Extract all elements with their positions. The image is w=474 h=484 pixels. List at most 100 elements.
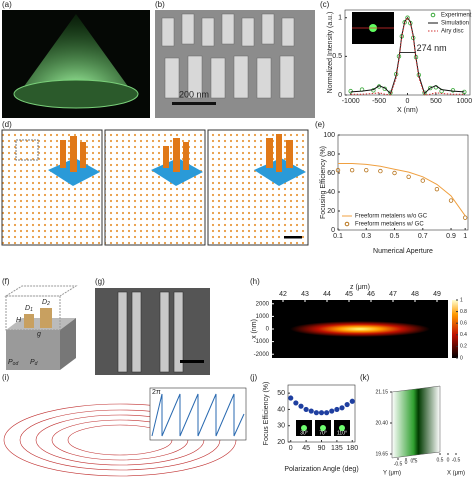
unit-cell bbox=[4, 285, 78, 370]
x-tick-label: 45 bbox=[345, 291, 353, 298]
marker bbox=[334, 406, 340, 413]
x-tick-label: -0.5 bbox=[452, 457, 461, 463]
y-tick-label: 0 bbox=[266, 327, 270, 333]
x-tick-label: 0.5 bbox=[390, 233, 400, 240]
y-tick-label: 0.5 bbox=[411, 458, 418, 464]
x-tick-label: 180 bbox=[346, 445, 358, 452]
marker bbox=[329, 408, 335, 414]
panel-label: (j) bbox=[250, 373, 257, 382]
panel-label: (e) bbox=[315, 120, 325, 129]
y-axis-label: Y (μm) bbox=[383, 471, 401, 477]
x-tick-label: 0 bbox=[289, 445, 293, 452]
legend-label: Freeform metalens w/o GC bbox=[355, 214, 428, 220]
cell-label-sub: od bbox=[13, 361, 19, 367]
y-tick-label: 60 bbox=[327, 170, 335, 177]
panel-label: (d) bbox=[2, 120, 12, 129]
marker bbox=[420, 178, 425, 183]
line bbox=[350, 16, 465, 95]
marker bbox=[428, 85, 433, 91]
panel-label: (i) bbox=[2, 373, 9, 382]
x-tick-label: 500 bbox=[430, 98, 442, 105]
marker bbox=[405, 15, 410, 20]
marker bbox=[293, 400, 299, 406]
y-tick-label: -0.5 bbox=[394, 461, 403, 467]
marker bbox=[313, 410, 319, 416]
cell-label: D1 bbox=[25, 305, 33, 313]
y-tick-label: 2000 bbox=[256, 301, 270, 307]
cell-label-sub: d bbox=[35, 361, 38, 367]
marker bbox=[434, 186, 440, 192]
colorbar-tick-label: 0.4 bbox=[460, 332, 467, 338]
marker bbox=[339, 405, 345, 411]
marker bbox=[324, 410, 330, 416]
x-tick-label: 47 bbox=[389, 291, 397, 298]
legend-label: Simulation bbox=[441, 21, 469, 27]
x-tick-label: -500 bbox=[372, 98, 386, 105]
inset-label: 30° bbox=[300, 430, 308, 436]
marker bbox=[348, 88, 353, 94]
colorbar-tick-label: 0.8 bbox=[460, 309, 467, 315]
y-axis-label: x (nm) bbox=[251, 319, 258, 339]
light-cone bbox=[20, 14, 132, 92]
z-tick-label: 19.65 bbox=[375, 451, 388, 457]
x-tick-label: 48 bbox=[411, 291, 419, 298]
x-tick-label: 0.9 bbox=[446, 233, 456, 240]
colorbar bbox=[452, 300, 458, 358]
line bbox=[350, 16, 465, 96]
y-tick-label: 0 bbox=[331, 227, 335, 234]
marker bbox=[318, 410, 325, 416]
y-tick-label: 20 bbox=[327, 208, 335, 215]
colorbar-tick-label: 0.6 bbox=[460, 321, 467, 327]
x-tick-label: 0 bbox=[406, 98, 410, 105]
legend-label: Freeform metalens w/ GC bbox=[355, 222, 424, 228]
x-tick-label: 42 bbox=[279, 291, 287, 298]
marker bbox=[388, 90, 393, 95]
y-axis-label: Normalized Intensity (a.u.) bbox=[327, 12, 334, 94]
marker bbox=[462, 215, 468, 220]
z-tick-label: 20.40 bbox=[375, 420, 388, 426]
x-axis-label: X (μm) bbox=[447, 471, 465, 477]
focus-3d bbox=[391, 385, 441, 459]
legend-label: Airy disc bbox=[441, 29, 464, 35]
line bbox=[338, 163, 466, 217]
cell-label: D2 bbox=[42, 299, 50, 307]
y-tick-label: 50 bbox=[277, 390, 285, 397]
panel-label: (g) bbox=[95, 277, 105, 286]
x-tick-label: 90 bbox=[318, 445, 326, 452]
x-tick-label: 1 bbox=[463, 233, 467, 240]
y-tick-label: 1000 bbox=[256, 314, 270, 320]
scale-bar-label: 200 nm bbox=[179, 89, 209, 99]
marker bbox=[349, 167, 355, 173]
scale-bar-g bbox=[180, 360, 204, 363]
panels-d bbox=[1, 129, 309, 246]
marker bbox=[382, 86, 387, 92]
x-tick-label: 1000 bbox=[457, 98, 473, 105]
x-tick-label: 0 bbox=[447, 457, 450, 463]
y-tick-label: 100 bbox=[323, 132, 335, 139]
marker bbox=[406, 174, 411, 179]
cell-label-sub: 1 bbox=[30, 307, 33, 313]
x-tick-label: 44 bbox=[323, 291, 331, 298]
y-tick-label: 1 bbox=[338, 15, 342, 22]
cell-label: Pod bbox=[8, 359, 18, 367]
marker bbox=[344, 401, 350, 408]
x-axis-label: X (nm) bbox=[397, 107, 418, 114]
x-tick-label: 0.1 bbox=[333, 233, 343, 240]
panel-label: (k) bbox=[360, 373, 370, 382]
x-tick-label: 49 bbox=[433, 291, 441, 298]
phase-label: 2π bbox=[152, 389, 161, 396]
cell-label: H bbox=[16, 317, 22, 324]
marker bbox=[378, 168, 383, 174]
marker bbox=[371, 88, 376, 93]
inset-label: 110° bbox=[337, 430, 347, 436]
legend-marker bbox=[344, 221, 350, 227]
cell-label: g bbox=[37, 331, 41, 338]
y-tick-label: 0 bbox=[405, 460, 408, 466]
cell-label-sub: 2 bbox=[46, 301, 50, 307]
y-tick-label: 30 bbox=[277, 423, 285, 430]
plot-frame bbox=[337, 134, 469, 231]
z-tick-label: 21.15 bbox=[375, 389, 388, 395]
marker bbox=[448, 198, 454, 203]
x-tick-label: -1000 bbox=[342, 98, 360, 105]
marker bbox=[308, 408, 314, 414]
